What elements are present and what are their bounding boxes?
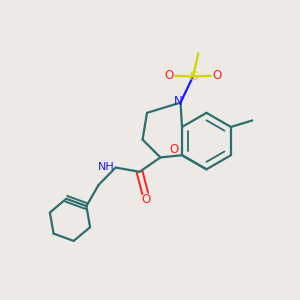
- Text: O: O: [164, 69, 173, 82]
- Text: N: N: [174, 95, 182, 109]
- Text: O: O: [213, 69, 222, 82]
- Text: NH: NH: [98, 162, 115, 172]
- Text: S: S: [189, 70, 197, 83]
- Text: O: O: [169, 143, 178, 156]
- Text: O: O: [142, 193, 151, 206]
